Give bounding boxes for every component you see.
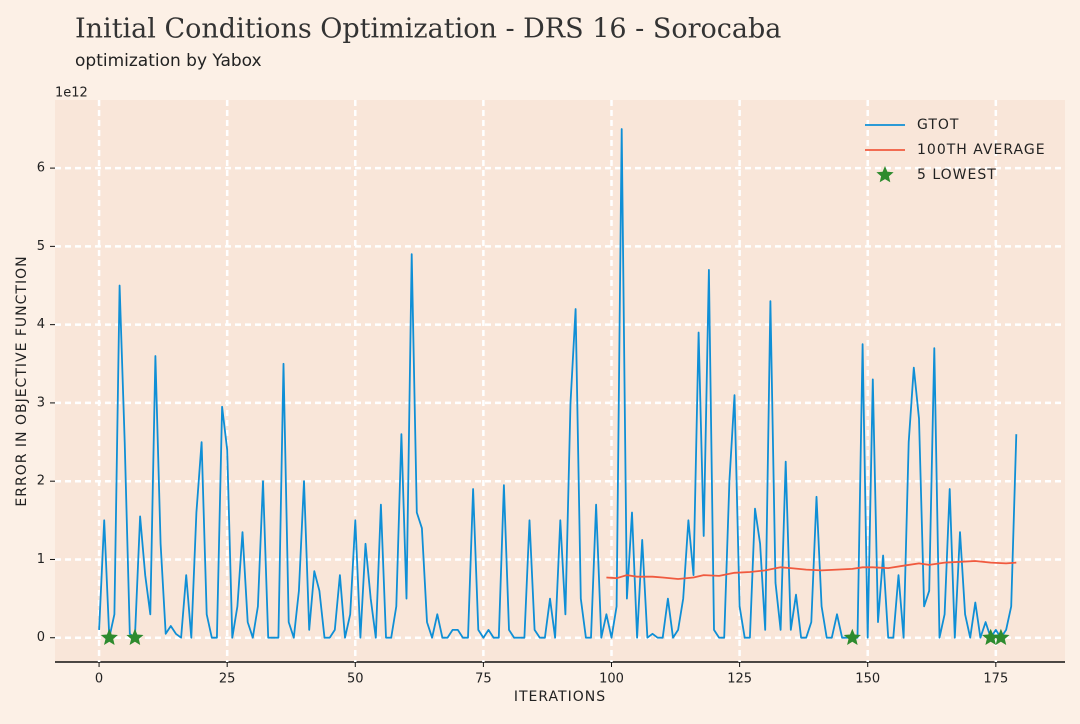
legend-label: 5 LOWEST xyxy=(917,167,997,183)
chart-title: Initial Conditions Optimization - DRS 16… xyxy=(75,14,781,45)
lowest-point xyxy=(843,628,861,645)
legend-label: GTOT xyxy=(917,117,959,133)
series-line xyxy=(98,128,1018,639)
x-tick-label: 150 xyxy=(855,672,880,687)
x-tick-label: 75 xyxy=(475,672,492,687)
y-offset-label: 1e12 xyxy=(55,86,88,101)
grid: 0 25 50 75 100 125 150 175 0 1 2 3 4 5 6 xyxy=(37,100,1065,687)
lowest-point xyxy=(100,628,118,645)
y-tick-label: 2 xyxy=(37,474,45,489)
chart-subtitle: optimization by Yabox xyxy=(75,51,262,71)
lowest-point xyxy=(126,628,144,645)
x-axis-label: ITERATIONS xyxy=(514,689,606,705)
x-tick-label: 0 xyxy=(95,672,103,687)
legend: GTOT 100TH AVERAGE 5 LOWEST xyxy=(865,117,1046,183)
y-tick-label: 1 xyxy=(37,552,45,567)
marks xyxy=(98,128,1018,645)
x-tick-label: 100 xyxy=(599,672,624,687)
lowest-point xyxy=(982,628,1000,645)
legend-label: 100TH AVERAGE xyxy=(917,142,1046,158)
x-tick-label: 50 xyxy=(347,672,364,687)
y-tick-label: 5 xyxy=(37,239,45,254)
y-axis-label: ERROR IN OBJECTIVE FUNCTION xyxy=(14,255,30,506)
x-tick-label: 25 xyxy=(219,672,236,687)
y-tick-label: 0 xyxy=(37,630,45,645)
y-tick-label: 4 xyxy=(37,317,45,332)
series-line xyxy=(606,560,1017,580)
y-tick-label: 6 xyxy=(37,161,45,176)
x-tick-label: 175 xyxy=(983,672,1008,687)
lowest-point xyxy=(992,628,1010,645)
plot-area xyxy=(55,100,1065,662)
x-tick-label: 125 xyxy=(727,672,752,687)
y-tick-label: 3 xyxy=(37,395,45,410)
legend-marker xyxy=(876,166,894,183)
